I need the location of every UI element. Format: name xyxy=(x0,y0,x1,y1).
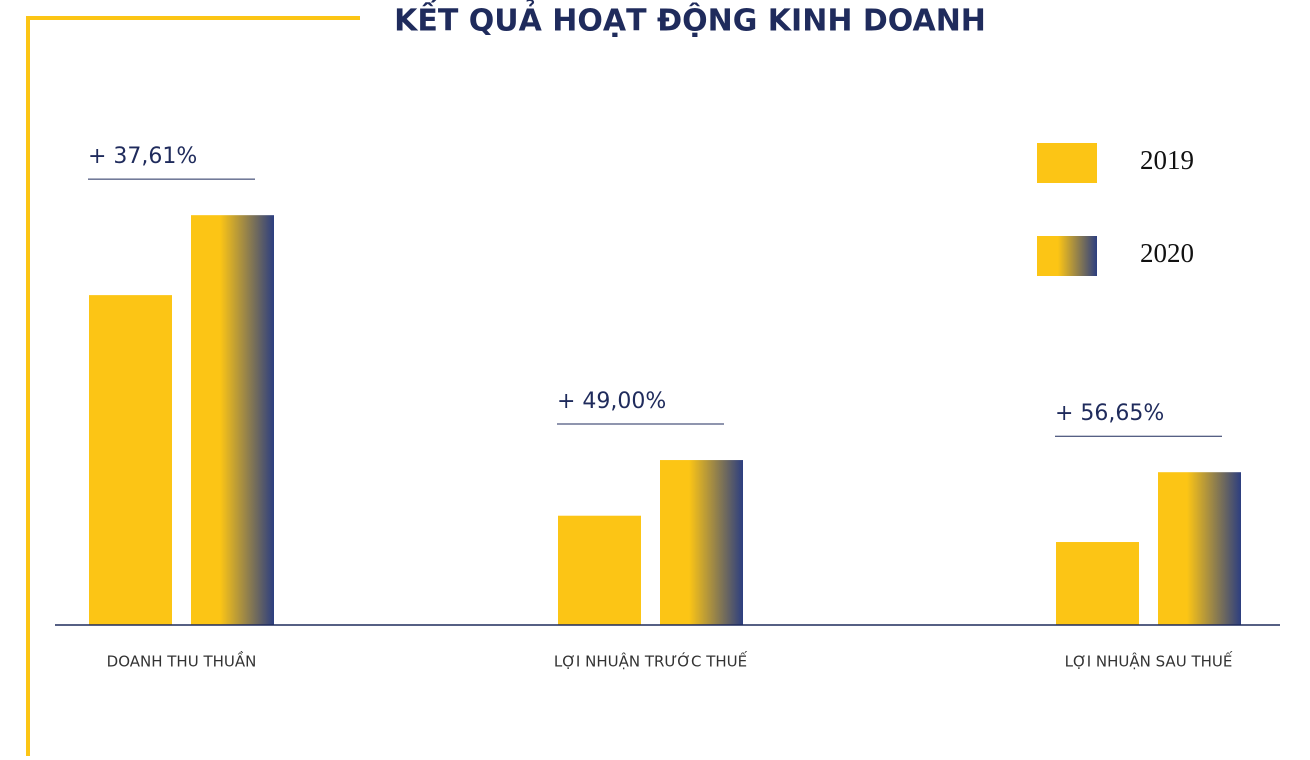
legend-swatch xyxy=(1037,143,1097,183)
annotation: + 49,00% xyxy=(557,389,666,414)
annotation: + 56,65% xyxy=(1055,401,1164,426)
bar xyxy=(191,215,274,625)
annotation: + 37,61% xyxy=(88,144,197,169)
bar xyxy=(1158,472,1241,625)
bar xyxy=(558,515,641,625)
bar xyxy=(660,460,743,625)
x-tick-label: LỢI NHUẬN SAU THUẾ xyxy=(1065,650,1233,671)
bar xyxy=(1056,542,1139,625)
x-tick-label: DOANH THU THUẦN xyxy=(107,650,257,671)
x-tick-label: LỢI NHUẬN TRƯỚC THUẾ xyxy=(554,650,748,671)
legend-label: 2019 xyxy=(1140,145,1194,175)
chart-title: KẾT QUẢ HOẠT ĐỘNG KINH DOANH xyxy=(394,0,986,39)
legend-swatch xyxy=(1037,236,1097,276)
bar xyxy=(89,295,172,625)
legend-label: 2020 xyxy=(1140,238,1194,268)
